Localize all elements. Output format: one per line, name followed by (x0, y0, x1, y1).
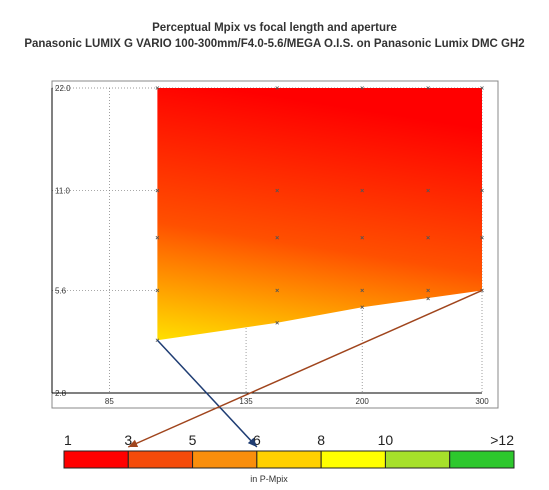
sample-point (360, 235, 364, 240)
colorscale-swatch (449, 450, 515, 469)
sample-point (480, 86, 484, 90)
heatmap-area (157, 88, 482, 341)
colorscale-label: 10 (378, 432, 394, 448)
sample-point (426, 188, 430, 193)
x-tick-label: 200 (356, 397, 370, 406)
sample-point (275, 321, 279, 325)
colorscale-label: 6 (253, 432, 261, 448)
sample-point (275, 288, 279, 293)
colorscale-label: 1 (64, 432, 72, 448)
x-tick-label: 135 (239, 397, 253, 406)
x-tick-label: 85 (105, 397, 114, 406)
colorscale-swatch (384, 450, 451, 469)
colorscale-swatch (256, 450, 322, 469)
sample-point (360, 86, 364, 90)
sample-point (480, 235, 484, 240)
x-tick-label: 300 (475, 397, 489, 406)
colorscale-label: 8 (317, 432, 325, 448)
annotation-arrow (156, 339, 258, 448)
sample-point (360, 288, 364, 293)
sample-point (480, 188, 484, 193)
annotations (127, 289, 483, 448)
annotation-arrow (127, 289, 483, 448)
y-tick-label: 11.0 (55, 187, 71, 196)
colorscale-label: 5 (189, 432, 197, 448)
sample-point (360, 188, 364, 193)
sample-point (275, 188, 279, 193)
chart-title: Perceptual Mpix vs focal length and aper… (152, 22, 397, 34)
y-tick-label: 22.0 (55, 84, 71, 93)
sample-point (360, 305, 364, 309)
sample-point (426, 288, 430, 293)
arrowhead (128, 439, 139, 448)
arrowhead (247, 437, 257, 447)
colorscale-label: 3 (124, 432, 132, 448)
colorscale-swatch (320, 450, 386, 469)
colorscale-swatch (127, 450, 194, 469)
colorscale-legend: 1 3 5 6 8 10 >12 in P-Mpix (63, 432, 515, 484)
sample-point (426, 86, 430, 90)
colorscale-unit: in P-Mpix (250, 474, 288, 484)
sample-point (155, 235, 160, 240)
sample-point (275, 235, 279, 240)
sample-point (426, 296, 430, 301)
colorscale-swatch (63, 450, 129, 469)
colorscale-label: >12 (490, 432, 514, 448)
sample-point (155, 288, 160, 293)
y-tick-label: 5.6 (55, 286, 67, 295)
axes: 2.85.611.022.085 135 200 300 (51, 84, 489, 406)
sample-point (155, 86, 160, 90)
chart-subtitle: Panasonic LUMIX G VARIO 100-300mm/F4.0-5… (24, 38, 525, 50)
sample-point (155, 188, 160, 193)
sample-point (426, 235, 430, 240)
heatmap-region (157, 88, 482, 341)
sample-point (275, 86, 279, 90)
colorscale-swatch (192, 450, 258, 469)
